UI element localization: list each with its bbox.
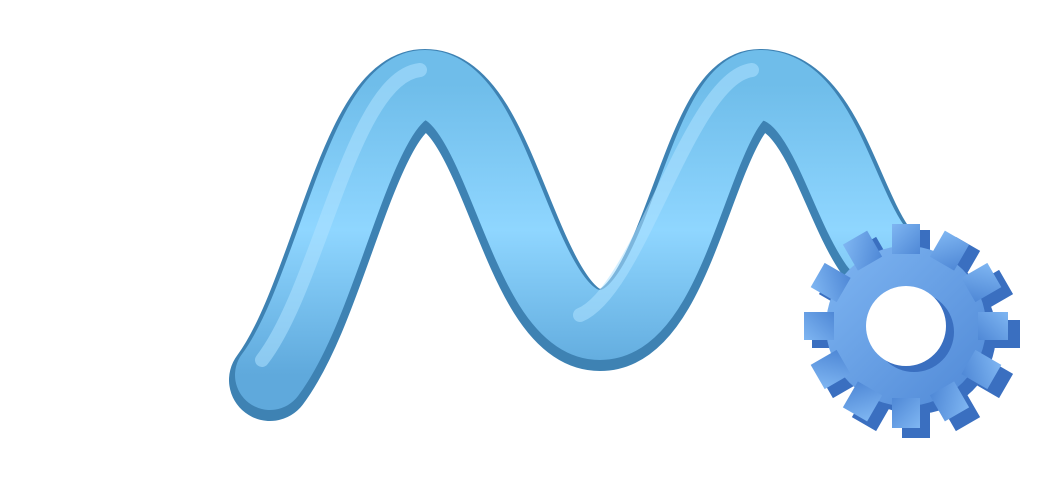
gear-hole — [866, 286, 946, 366]
gear-icon — [804, 224, 1020, 438]
wave-ribbon-highlight — [255, 63, 759, 367]
wave-ribbon — [235, 50, 910, 410]
